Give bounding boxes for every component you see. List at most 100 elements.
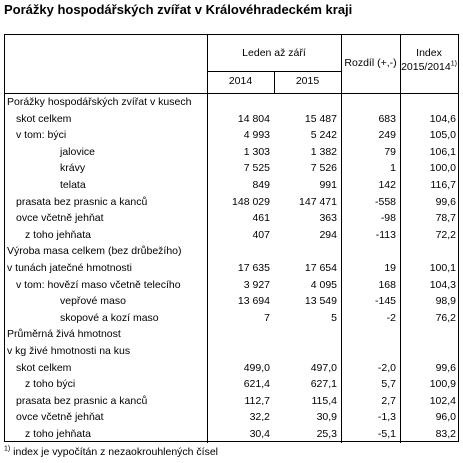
- cell-index: 99,6: [435, 195, 456, 208]
- cell-v2015: 294: [319, 228, 337, 241]
- row-label: skot celkem: [16, 112, 72, 125]
- cell-diff: -5,1: [377, 428, 396, 440]
- cell-v2015: 497,0: [310, 361, 337, 374]
- row-label: Porážky hospodářských zvířat v kusech: [7, 96, 192, 108]
- cell-diff: 2,7: [381, 394, 396, 407]
- cell-diff: 249: [378, 129, 396, 142]
- row-label: v tunách jatečné hmotnosti: [7, 262, 132, 274]
- row-label: v tom: býci: [16, 129, 67, 142]
- cell-v2015: 1 382: [310, 145, 337, 158]
- cell-v2015: 7 526: [310, 162, 337, 175]
- cell-v2014: 499,0: [243, 361, 270, 374]
- cell-v2014: 1 303: [243, 145, 270, 158]
- cell-index: 100,0: [429, 162, 456, 175]
- cell-v2014: 849: [252, 179, 270, 191]
- cell-v2015: 147 471: [299, 195, 337, 208]
- cell-v2015: 115,4: [311, 394, 338, 407]
- cell-v2015: 4 095: [310, 278, 337, 291]
- cell-index: 104,6: [429, 112, 456, 125]
- row-label: skot celkem: [16, 361, 72, 374]
- cell-index: 104,3: [429, 278, 456, 291]
- row-label: krávy: [60, 162, 86, 175]
- row-label: v kg živé hmotnosti na kus: [7, 345, 131, 357]
- cell-v2014: 17 635: [237, 262, 270, 274]
- cell-index: 105,0: [429, 129, 456, 142]
- cell-v2014: 3 927: [243, 278, 270, 291]
- header-difference: Rozdíl (+,-): [344, 57, 397, 69]
- row-label: ovce včetně jehňat: [16, 212, 104, 225]
- cell-diff: -1,3: [377, 411, 396, 424]
- header-divider: [5, 93, 458, 94]
- row-label: vepřové maso: [60, 295, 126, 308]
- cell-v2014: 13 694: [237, 295, 270, 308]
- cell-v2014: 7: [264, 311, 270, 324]
- footnote: 1) index je vypočítán z nezaokrouhlených…: [4, 445, 219, 459]
- cell-v2015: 363: [319, 212, 337, 225]
- cell-diff: -2,0: [377, 361, 396, 374]
- row-label: Průměrná živá hmotnost: [7, 328, 121, 341]
- cell-v2014: 4 993: [243, 129, 270, 142]
- cell-index: 83,2: [435, 428, 456, 440]
- cell-v2015: 15 487: [304, 112, 337, 125]
- cell-v2014: 7 525: [243, 162, 270, 175]
- row-label: z toho jehňata: [25, 428, 91, 440]
- footnote-marker: 1): [4, 445, 11, 453]
- cell-v2015: 13 549: [304, 295, 337, 308]
- cell-v2014: 30,4: [249, 428, 270, 440]
- cell-v2014: 461: [252, 212, 270, 225]
- cell-v2015: 5: [331, 311, 337, 324]
- cell-diff: 168: [378, 278, 396, 291]
- cell-v2014: 148 029: [232, 195, 270, 208]
- cell-index: 100,9: [429, 378, 456, 391]
- row-label: Výroba masa celkem (bez drůbežího): [7, 245, 182, 258]
- cell-v2015: 25,3: [316, 428, 337, 440]
- column-divider: [341, 35, 342, 443]
- cell-index: 100,1: [429, 262, 456, 274]
- header-index-period: 2015/20141): [401, 60, 457, 74]
- row-label: z toho jehňata: [25, 228, 91, 241]
- cell-v2015: 627,1: [310, 378, 337, 391]
- cell-v2014: 32,2: [249, 411, 270, 424]
- cell-v2015: 5 242: [310, 129, 337, 142]
- cell-diff: 79: [384, 145, 396, 158]
- cell-index: 72,2: [435, 228, 456, 241]
- cell-diff: -558: [374, 195, 396, 208]
- cell-v2015: 991: [319, 179, 337, 191]
- footnote-text: index je vypočítán z nezaokrouhlených čí…: [10, 446, 219, 458]
- row-label: prasata bez prasnic a kanců: [16, 195, 148, 208]
- row-label: skopové a kozí maso: [60, 311, 159, 324]
- cell-diff: -98: [380, 212, 396, 225]
- cell-v2014: 112,7: [244, 394, 271, 407]
- cell-index: 96,0: [435, 411, 456, 424]
- cell-diff: -145: [374, 295, 396, 308]
- header-index: Index: [416, 47, 442, 59]
- header-period: Leden až září: [242, 47, 306, 59]
- cell-diff: 1: [390, 162, 396, 175]
- cell-index: 76,2: [435, 311, 456, 324]
- cell-v2015: 30,9: [316, 411, 337, 424]
- row-label: prasata bez prasnic a kanců: [16, 394, 148, 407]
- page-title: Porážky hospodářských zvířat v Královéhr…: [4, 2, 353, 17]
- cell-diff: 683: [378, 112, 396, 125]
- row-label: jalovice: [60, 145, 96, 158]
- cell-index: 99,6: [435, 361, 456, 374]
- column-divider: [207, 35, 208, 443]
- cell-v2014: 621,4: [243, 378, 270, 391]
- row-label: z toho býci: [25, 378, 76, 391]
- cell-diff: -2: [386, 311, 396, 324]
- row-label: telata: [60, 179, 86, 191]
- slaughter-table: Leden až září 2014 2015 Rozdíl (+,-) Ind…: [4, 34, 459, 443]
- row-label: ovce včetně jehňat: [16, 411, 104, 424]
- cell-index: 78,7: [435, 212, 456, 225]
- cell-v2014: 14 804: [237, 112, 270, 125]
- header-year-2014: 2014: [228, 75, 253, 87]
- cell-index: 116,7: [430, 179, 457, 191]
- cell-v2014: 407: [252, 228, 270, 241]
- header-year-2015: 2015: [295, 75, 320, 87]
- cell-index: 106,1: [429, 145, 456, 158]
- cell-diff: -113: [375, 228, 396, 241]
- cell-diff: 5,7: [381, 378, 396, 391]
- cell-index: 98,9: [435, 295, 456, 308]
- cell-diff: 142: [378, 179, 396, 191]
- header-divider: [207, 71, 341, 72]
